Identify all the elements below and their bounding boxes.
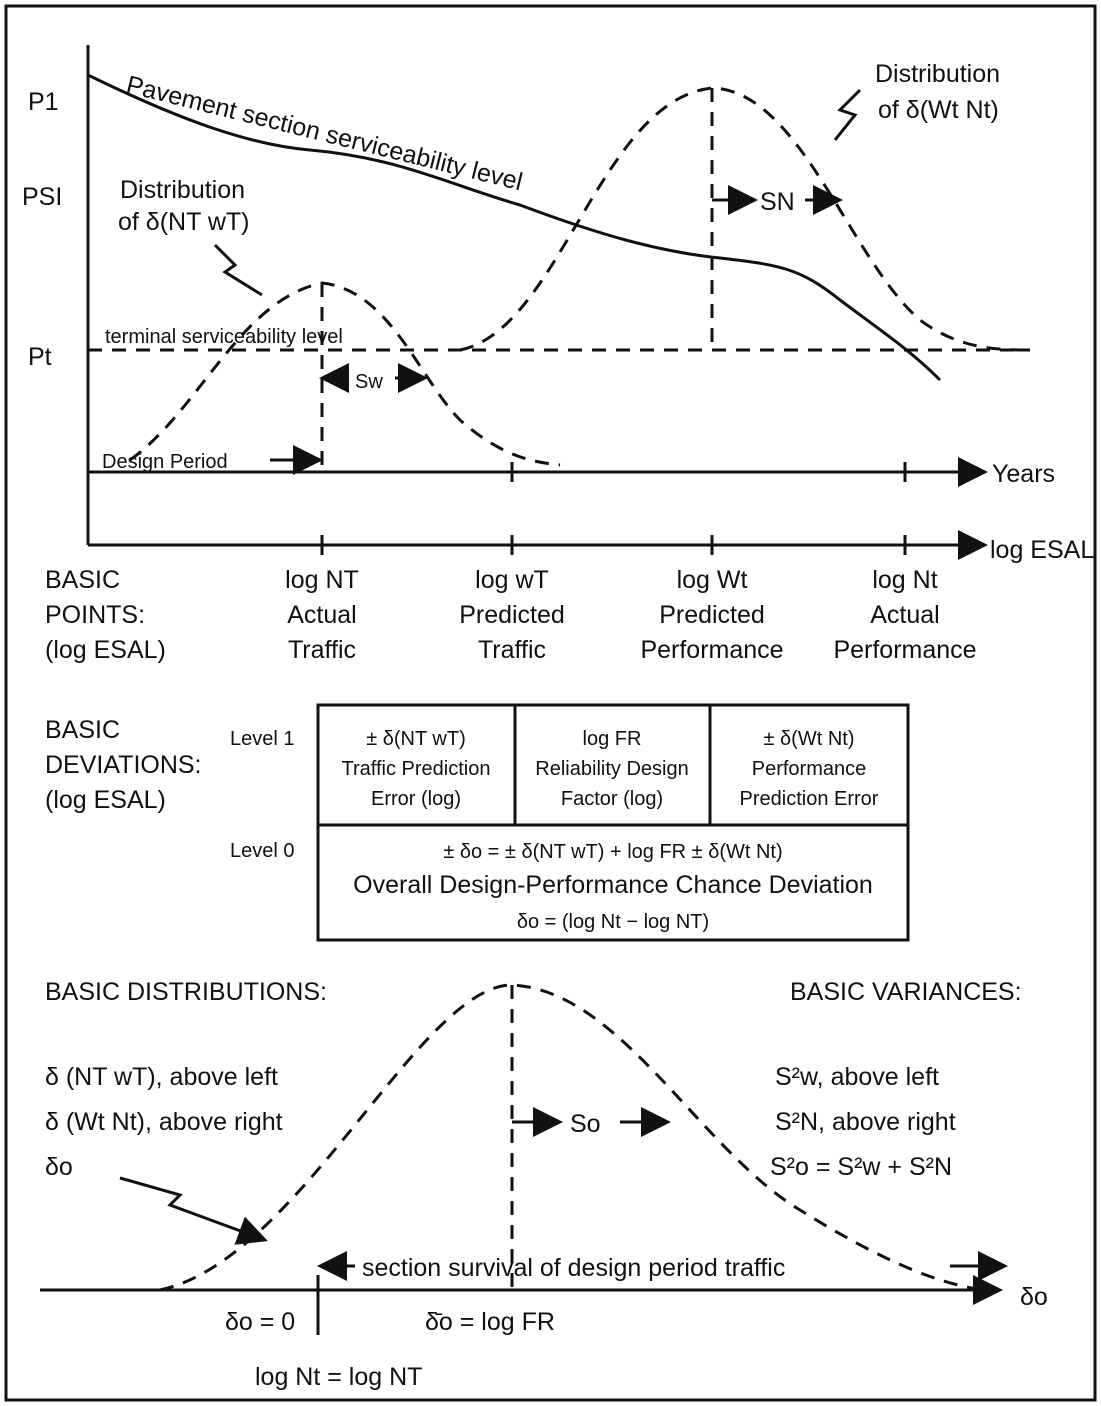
label: Pt [28, 343, 52, 371]
label: BASIC DISTRIBUTIONS: [45, 978, 327, 1006]
label: BASIC [45, 566, 120, 594]
label: BASIC [45, 716, 120, 744]
label: SN [760, 188, 795, 216]
label: DEVIATIONS: [45, 751, 202, 779]
label: Level 1 [230, 728, 295, 750]
label: Design Period [102, 451, 228, 473]
label: δ̄o = log FR [425, 1308, 555, 1336]
label: Traffic Prediction [342, 758, 491, 780]
label: log NT [285, 566, 359, 594]
label: (log ESAL) [45, 636, 166, 664]
label: Actual [287, 601, 356, 629]
ticks [320, 462, 907, 555]
label: P1 [28, 88, 59, 116]
label: Years [992, 460, 1055, 488]
label: PSI [22, 183, 62, 211]
label: BASIC VARIANCES: [790, 978, 1022, 1006]
label: log Nt [872, 566, 937, 594]
border [4, 4, 1097, 1402]
deviation-table [316, 703, 910, 942]
label: (log ESAL) [45, 786, 166, 814]
label: terminal serviceability level [105, 326, 343, 348]
label: Level 0 [230, 840, 295, 862]
squiggle [833, 88, 862, 141]
label: log wT [475, 566, 549, 594]
label: ± δ(NT wT) [366, 728, 466, 750]
label: Distribution [875, 60, 1000, 88]
label: δ (Wt Nt), above right [45, 1108, 283, 1136]
label: Overall Design-Performance Chance Deviat… [353, 871, 873, 899]
label: Performance [833, 636, 976, 664]
label: log Wt [677, 566, 748, 594]
label: Performance [640, 636, 783, 664]
label: δo = (log Nt − log NT) [517, 911, 709, 933]
basic-deviations: BASIC DEVIATIONS: (log ESAL) ± δ(NT wT) Traf… [45, 716, 879, 933]
label: log ESAL [990, 536, 1094, 564]
label: S²w, above left [775, 1063, 939, 1091]
label: S²N, above right [775, 1108, 956, 1136]
label: δo [1020, 1283, 1048, 1311]
label: Prediction Error [740, 788, 879, 810]
label: Reliability Design [535, 758, 688, 780]
label: So [570, 1110, 601, 1138]
label: log FR [583, 728, 642, 750]
label: of δ(NT wT) [118, 208, 250, 236]
label: log Nt = log NT [255, 1363, 422, 1391]
label: Traffic [478, 636, 546, 664]
squiggle [213, 243, 263, 297]
label: ± δ(Wt Nt) [764, 728, 855, 750]
label: of δ(Wt Nt) [878, 96, 999, 124]
label: S²o = S²w + S²N [770, 1153, 952, 1181]
label: δ (NT wT), above left [45, 1063, 278, 1091]
label: Distribution [120, 176, 245, 204]
serviceability-curve [87, 73, 942, 382]
traffic-distribution [129, 281, 561, 467]
label: δo = 0 [225, 1308, 295, 1336]
label: Traffic [288, 636, 356, 664]
squiggle [119, 1176, 268, 1245]
label: section survival of design period traffi… [362, 1254, 785, 1282]
label: ± δo = ± δ(NT wT) + log FR ± δ(Wt Nt) [443, 841, 782, 863]
label: δo [45, 1153, 73, 1181]
basic-points: BASIC POINTS: (log ESAL) log NT Actual Traffi… [45, 566, 977, 664]
label: Actual [870, 601, 939, 629]
label: Performance [752, 758, 867, 780]
label: Predicted [459, 601, 565, 629]
label: POINTS: [45, 601, 145, 629]
label: Error (log) [371, 788, 461, 810]
performance-distribution [459, 86, 1031, 352]
label: Factor (log) [561, 788, 663, 810]
label: Predicted [659, 601, 765, 629]
label: Sw [355, 371, 383, 393]
